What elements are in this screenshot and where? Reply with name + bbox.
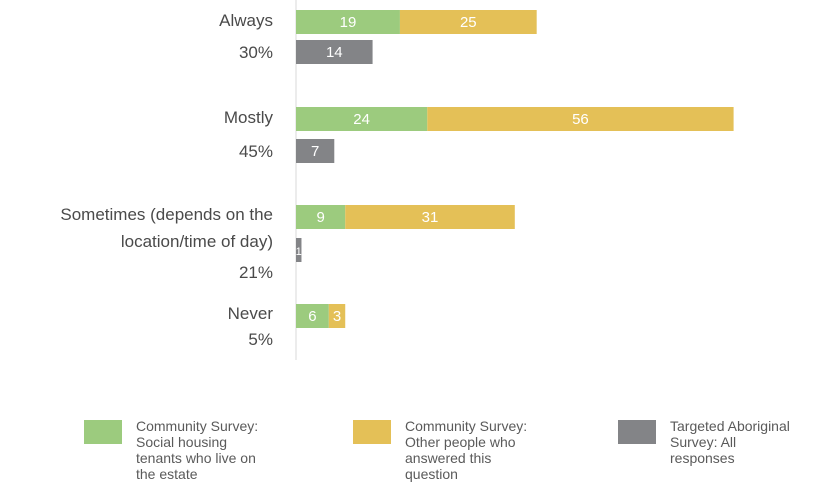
category-label-sometimes-line1: Sometimes (depends on the bbox=[60, 205, 273, 224]
percent-label-sometimes: 21% bbox=[238, 263, 273, 282]
bar-sometimes-social-housing bbox=[296, 205, 346, 229]
data-label-mostly-other-people: 56 bbox=[572, 111, 589, 128]
percent-label-mostly: 45% bbox=[238, 142, 273, 161]
legend-item-other-people: Community Survey: Other people who answe… bbox=[353, 418, 575, 482]
data-label-always-social-housing: 19 bbox=[340, 14, 357, 31]
legend-label-social-housing: Community Survey: Social housing tenants… bbox=[136, 418, 259, 482]
bar-never-other-people bbox=[328, 304, 346, 328]
data-label-sometimes-aboriginal: 1 bbox=[296, 246, 302, 258]
category-label-sometimes-line2: location/time of day) bbox=[120, 232, 273, 251]
bar-mostly-social-housing bbox=[296, 107, 428, 131]
data-label-never-other-people: 3 bbox=[333, 308, 341, 325]
data-label-always-other-people: 25 bbox=[460, 14, 477, 31]
category-label-mostly: Mostly bbox=[223, 108, 273, 127]
category-label-always: Always bbox=[219, 11, 273, 30]
percent-label-always: 30% bbox=[238, 43, 273, 62]
bar-always-aboriginal bbox=[296, 40, 373, 64]
data-label-mostly-aboriginal: 7 bbox=[311, 143, 319, 160]
bar-always-social-housing bbox=[296, 10, 400, 34]
data-label-sometimes-social-housing: 9 bbox=[316, 209, 324, 226]
bar-mostly-aboriginal bbox=[296, 139, 335, 163]
legend-swatch-green bbox=[84, 420, 122, 444]
data-label-sometimes-other-people: 31 bbox=[422, 209, 439, 226]
bar-sometimes-aboriginal bbox=[296, 238, 302, 262]
legend-swatch-grey bbox=[618, 420, 656, 444]
bar-mostly-other-people bbox=[427, 107, 734, 131]
data-label-always-aboriginal: 14 bbox=[326, 44, 343, 61]
bar-sometimes-other-people bbox=[345, 205, 515, 229]
data-label-never-social-housing: 6 bbox=[308, 308, 316, 325]
bar-always-other-people bbox=[399, 10, 537, 34]
legend-item-aboriginal: Targeted Aboriginal Survey: All response… bbox=[618, 418, 827, 466]
bar-never-social-housing bbox=[296, 304, 329, 328]
category-label-never: Never bbox=[227, 304, 273, 323]
percent-label-never: 5% bbox=[248, 330, 273, 349]
legend-swatch-yellow bbox=[353, 420, 391, 444]
bars-group: 19 25 14 24 56 7 9 31 1 6 3 bbox=[296, 10, 734, 328]
legend-label-other-people: Community Survey: Other people who answe… bbox=[405, 418, 528, 482]
legend-item-social-housing: Community Survey: Social housing tenants… bbox=[84, 418, 306, 482]
data-label-mostly-social-housing: 24 bbox=[353, 111, 370, 128]
legend-label-aboriginal: Targeted Aboriginal Survey: All response… bbox=[670, 418, 790, 466]
